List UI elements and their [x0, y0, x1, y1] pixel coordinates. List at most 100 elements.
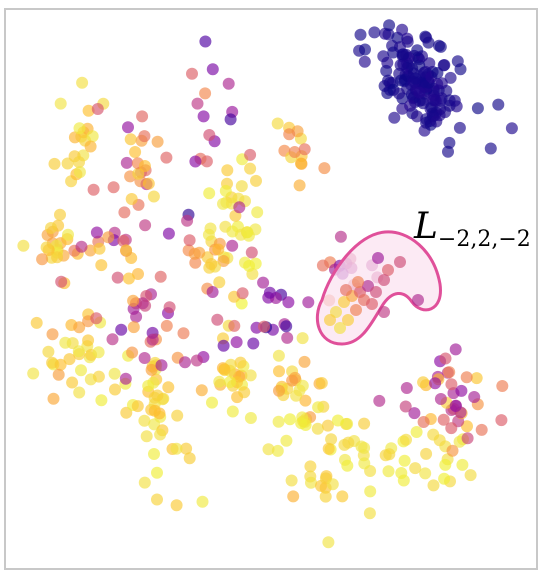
data-point	[417, 416, 430, 428]
data-point	[397, 474, 410, 487]
data-point	[398, 454, 411, 467]
data-point	[312, 401, 325, 414]
data-point	[456, 458, 469, 471]
data-point	[429, 377, 442, 390]
data-point	[460, 371, 473, 384]
data-point	[244, 369, 257, 382]
data-point	[464, 469, 477, 482]
data-point	[304, 460, 317, 473]
data-point	[236, 287, 249, 300]
data-point	[250, 174, 262, 187]
data-point	[54, 208, 66, 221]
data-point	[73, 386, 86, 399]
data-point	[170, 442, 183, 455]
data-point	[233, 201, 246, 214]
data-point	[179, 356, 191, 369]
data-point	[470, 372, 483, 385]
data-point	[445, 422, 458, 435]
data-point	[62, 228, 74, 241]
data-point	[288, 146, 301, 158]
data-point	[151, 135, 164, 148]
data-point	[183, 234, 196, 247]
data-point	[429, 94, 442, 107]
data-point	[257, 276, 270, 289]
data-point	[91, 103, 104, 115]
data-point	[358, 55, 371, 68]
data-point	[305, 476, 317, 489]
data-point	[451, 55, 464, 68]
data-point	[68, 131, 81, 144]
data-point	[206, 396, 218, 409]
data-point	[280, 320, 293, 333]
data-point	[358, 441, 371, 454]
data-point	[364, 485, 377, 498]
data-point	[378, 274, 390, 286]
data-point	[138, 352, 151, 364]
data-point	[217, 255, 230, 267]
data-point	[434, 40, 447, 53]
annotation-subscript: −2,2,−2	[438, 227, 531, 252]
data-point	[199, 35, 212, 48]
data-point	[84, 140, 97, 153]
data-point	[316, 259, 329, 272]
data-point	[358, 417, 371, 430]
data-point	[138, 130, 151, 143]
annotation-main: L	[413, 206, 438, 247]
data-point	[295, 157, 307, 170]
data-point	[363, 507, 376, 520]
data-point	[95, 259, 108, 272]
data-point	[55, 275, 68, 288]
data-point	[296, 332, 309, 345]
data-point	[222, 77, 235, 90]
data-point	[319, 490, 332, 503]
data-point	[221, 164, 234, 177]
data-point	[471, 102, 484, 115]
data-point	[151, 493, 163, 506]
data-point	[51, 251, 64, 264]
data-point	[280, 434, 293, 447]
data-point	[226, 239, 239, 252]
data-point	[287, 490, 300, 503]
data-point	[120, 244, 133, 257]
data-point	[342, 436, 355, 449]
data-point	[66, 376, 79, 389]
data-point	[295, 417, 308, 430]
data-point	[73, 156, 85, 169]
data-point	[366, 298, 378, 310]
data-point	[411, 110, 423, 123]
data-point	[334, 322, 346, 334]
data-point	[439, 352, 452, 365]
data-point	[154, 270, 167, 283]
data-point	[273, 365, 285, 378]
data-point	[118, 206, 131, 219]
data-point	[86, 130, 99, 143]
data-point	[138, 476, 151, 489]
data-point	[433, 434, 446, 447]
data-point	[397, 48, 410, 61]
data-point	[126, 346, 139, 359]
data-point	[138, 414, 151, 427]
data-point	[439, 458, 452, 471]
data-point	[181, 214, 194, 227]
data-point	[170, 499, 183, 512]
data-point	[148, 404, 161, 417]
data-point	[315, 377, 328, 389]
data-point	[461, 432, 474, 445]
data-point	[206, 286, 219, 298]
data-point	[283, 128, 296, 141]
data-point	[189, 155, 202, 168]
data-point	[241, 226, 254, 239]
data-point	[238, 386, 251, 399]
data-point	[404, 99, 417, 112]
data-point	[228, 319, 241, 332]
data-point	[331, 414, 344, 427]
data-point	[410, 426, 423, 438]
data-point	[311, 422, 324, 435]
data-point	[183, 452, 196, 465]
data-point	[411, 44, 424, 57]
data-point	[171, 409, 184, 422]
data-point	[160, 319, 173, 332]
data-point	[281, 331, 294, 344]
data-point	[409, 72, 422, 85]
